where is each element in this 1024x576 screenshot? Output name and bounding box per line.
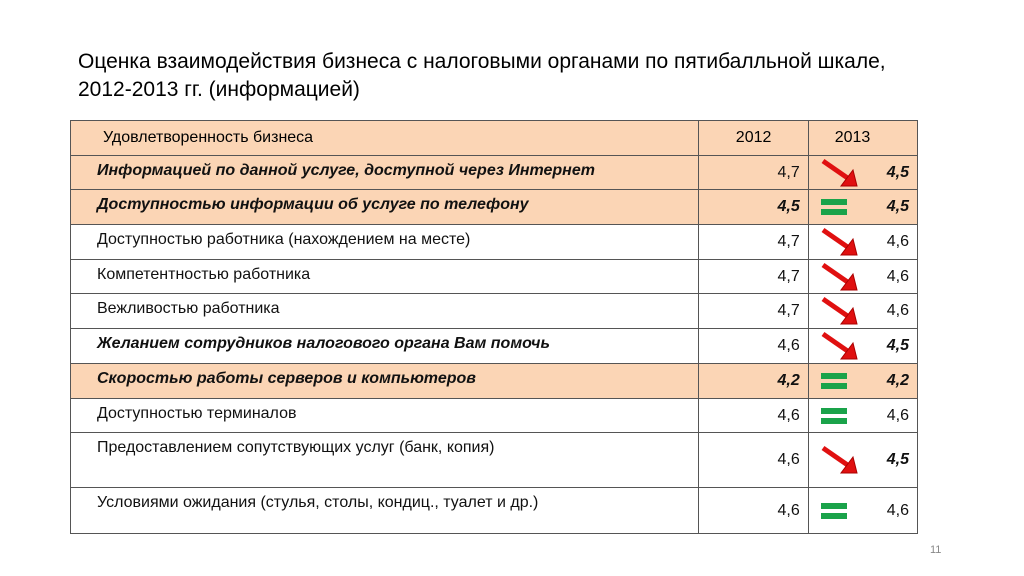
- value: 4,5: [777, 198, 800, 215]
- value: 4,6: [886, 501, 909, 519]
- label-cell: Условиями ожидания (стулья, столы, конди…: [69, 487, 700, 534]
- down-arrow-icon: [821, 227, 858, 256]
- label-cell: Вежливостью работника: [69, 293, 700, 329]
- table: Удовлетворенность бизнеса 2012 2013 Информ…: [69, 120, 919, 534]
- value: 4,5: [886, 198, 909, 215]
- value: 4,6: [777, 337, 800, 354]
- value: 4,6: [886, 267, 909, 285]
- value: 4,5: [886, 337, 909, 354]
- value-cell: 4,2: [807, 363, 919, 399]
- down-arrow-icon: [821, 445, 858, 474]
- column-header: 2013: [807, 120, 919, 156]
- value-cell: 4,5: [807, 432, 919, 488]
- label: Информацией по данной услуге, доступной …: [97, 162, 595, 179]
- value-cell: 4,2: [698, 363, 809, 399]
- equal-icon: [820, 407, 847, 424]
- value: 4,6: [886, 406, 909, 424]
- value: 4,2: [886, 372, 909, 389]
- down-arrow-icon: [821, 158, 858, 186]
- table-row: Условиями ожидания (стулья, столы, конди…: [69, 487, 919, 534]
- value: 4,2: [777, 372, 800, 389]
- label: Скоростью работы серверов и компьютеров: [97, 370, 476, 387]
- value-cell: 4,6: [698, 328, 809, 364]
- down-arrow-icon: [821, 331, 858, 360]
- table-row: Предоставлением сопутствующих услуг (бан…: [69, 432, 919, 488]
- label-cell: Доступностью работника (нахождением на м…: [69, 224, 700, 260]
- table-row: Информацией по данной услуге, доступной …: [69, 155, 919, 190]
- table-row: Скоростью работы серверов и компьютеров 4…: [69, 363, 919, 399]
- value-cell: 4,6: [698, 432, 809, 488]
- table-row: Компетентностью работника 4,7 4,6: [69, 259, 919, 294]
- table-row: Вежливостью работника 4,7 4,6: [69, 293, 919, 329]
- label-cell: Желанием сотрудников налогового органа В…: [69, 328, 700, 364]
- table-row: Доступностью терминалов 4,6 4,6: [69, 398, 919, 433]
- value-cell: 4,7: [698, 224, 809, 260]
- value-cell: 4,6: [698, 398, 809, 433]
- value: 4,6: [886, 233, 909, 250]
- slide-title: Оценка взаимодействия бизнеса с налоговы…: [78, 50, 886, 101]
- label-cell: Компетентностью работника: [69, 259, 700, 294]
- equal-icon: [820, 373, 847, 389]
- value: 4,5: [886, 451, 909, 468]
- table-row: Желанием сотрудников налогового органа В…: [69, 328, 919, 364]
- label: Условиями ожидания (стулья, столы, конди…: [97, 494, 539, 511]
- down-arrow-icon: [821, 296, 858, 325]
- value-cell: 4,7: [698, 155, 809, 190]
- value: 4,7: [777, 267, 800, 285]
- value-cell: 4,6: [807, 224, 919, 260]
- value: 4,6: [777, 501, 800, 519]
- value: 4,6: [777, 406, 800, 424]
- label-cell: Информацией по данной услуге, доступной …: [69, 155, 700, 190]
- value: 4,5: [886, 163, 909, 181]
- value: 4,7: [777, 233, 800, 250]
- value-cell: 4,6: [807, 487, 919, 534]
- label: Доступностью работника (нахождением на м…: [97, 231, 471, 248]
- label-cell: Скоростью работы серверов и компьютеров: [69, 363, 700, 399]
- value: 4,7: [777, 163, 800, 181]
- down-arrow-icon: [821, 262, 858, 290]
- equal-icon: [820, 199, 847, 215]
- label-cell: Доступностью терминалов: [69, 398, 700, 433]
- label: Компетентностью работника: [97, 266, 311, 283]
- value: 4,7: [777, 302, 800, 319]
- equal-icon: [820, 502, 847, 519]
- page-number: 11: [930, 544, 942, 556]
- value-cell: 4,6: [807, 293, 919, 329]
- value: 4,6: [886, 302, 909, 319]
- value-cell: 4,5: [807, 155, 919, 190]
- label: Желанием сотрудников налогового органа В…: [97, 335, 550, 352]
- value-cell: 4,6: [698, 487, 809, 534]
- table-row: Доступностью информации об услуге по тел…: [69, 189, 919, 225]
- value-cell: 4,6: [807, 259, 919, 294]
- value-cell: 4,5: [698, 189, 809, 225]
- value-cell: 4,7: [698, 293, 809, 329]
- label-cell: Доступностью информации об услуге по тел…: [69, 189, 700, 225]
- label: Вежливостью работника: [97, 300, 280, 317]
- label: Доступностью информации об услуге по тел…: [97, 196, 529, 213]
- value-cell: 4,7: [698, 259, 809, 294]
- label-cell: Предоставлением сопутствующих услуг (бан…: [69, 432, 700, 488]
- label: Доступностью терминалов: [97, 405, 297, 422]
- value-cell: 4,6: [807, 398, 919, 433]
- label: Предоставлением сопутствующих услуг (бан…: [97, 439, 495, 456]
- value-cell: 4,5: [807, 189, 919, 225]
- column-header: 2012: [698, 120, 809, 156]
- value: 4,6: [777, 451, 800, 468]
- table-row: Доступностью работника (нахождением на м…: [69, 224, 919, 260]
- value-cell: 4,5: [807, 328, 919, 364]
- column-header: Удовлетворенность бизнеса: [69, 120, 700, 156]
